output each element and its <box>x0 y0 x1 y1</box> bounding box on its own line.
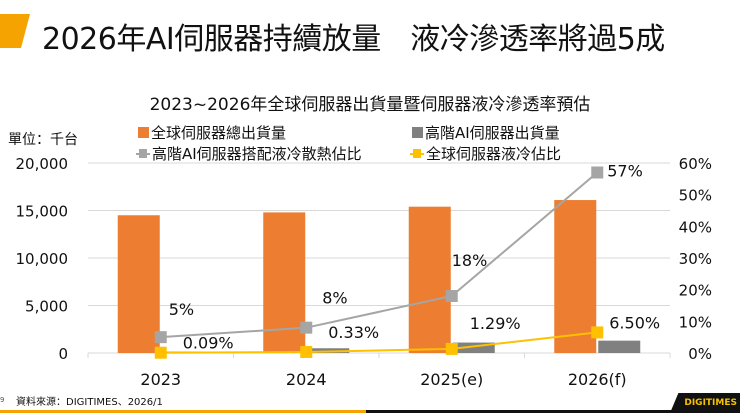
bar-total-shipments <box>117 215 160 353</box>
x-tick-label: 2026(f) <box>568 370 627 389</box>
y-right-tick-label: 40% <box>679 218 712 236</box>
data-label: 5% <box>169 300 194 319</box>
line-point <box>591 326 604 339</box>
x-tick-label: 2025(e) <box>420 370 483 389</box>
data-label: 0.09% <box>183 334 234 353</box>
data-label: 8% <box>322 289 347 308</box>
y-right-tick-label: 30% <box>679 250 712 268</box>
data-label: 18% <box>452 251 488 270</box>
bar-total-shipments <box>554 200 597 353</box>
line-point <box>300 321 313 334</box>
y-left-tick-label: 0 <box>58 345 68 363</box>
source-note: 資料來源：DIGITIMES、2026/1 <box>16 397 163 408</box>
legend-item-total: 全球伺服器總出貨量 <box>138 122 286 143</box>
chart-title: 2023~2026年全球伺服器出貨量暨伺服器液冷滲透率預估 <box>149 95 591 115</box>
y-right-tick-label: 50% <box>679 187 712 205</box>
bar-total-shipments <box>263 212 306 353</box>
footer-line <box>0 410 366 413</box>
line-point <box>445 290 458 302</box>
y-left-tick-label: 10,000 <box>16 250 69 268</box>
legend-marker <box>410 148 424 159</box>
legend-item-ai: 高階AI伺服器出貨量 <box>412 122 560 143</box>
y-left-tick-label: 15,000 <box>16 203 69 221</box>
y-left-tick-label: 20,000 <box>16 155 69 173</box>
page-number: 9 <box>0 396 5 404</box>
y-right-tick-label: 0% <box>688 345 712 363</box>
y-right-tick-label: 60% <box>679 155 712 173</box>
line-point <box>154 346 167 359</box>
line-global-liquid-share <box>160 331 598 354</box>
bar-total-shipments <box>408 206 451 353</box>
data-label: 57% <box>607 162 643 181</box>
footer-bar <box>366 410 740 413</box>
y-right-tick-label: 10% <box>679 313 712 331</box>
digitimes-logo: DIGITIMES <box>670 393 740 413</box>
unit-label: 單位：千台 <box>8 132 78 148</box>
legend-swatch <box>412 127 423 138</box>
bar-ai-shipments <box>452 342 495 353</box>
page-title: 2026年AI伺服器持續放量 液冷滲透率將過5成 <box>42 22 665 57</box>
legend-swatch <box>138 127 149 138</box>
x-tick-label: 2024 <box>286 370 327 389</box>
y-right-tick-label: 20% <box>679 282 712 300</box>
legend-marker <box>136 148 150 159</box>
line-point <box>591 166 604 179</box>
legend-item-global-liquid: 全球伺服器液冷佔比 <box>410 143 561 164</box>
line-point <box>445 342 458 355</box>
line-point <box>300 345 313 358</box>
bar-ai-shipments <box>598 340 641 353</box>
data-label: 1.29% <box>470 314 521 333</box>
x-tick-label: 2023 <box>140 370 181 389</box>
line-point <box>154 331 167 344</box>
data-label: 0.33% <box>328 323 379 342</box>
y-left-tick-label: 5,000 <box>25 298 68 316</box>
legend-item-ai-liquid: 高階AI伺服器搭配液冷散熱佔比 <box>136 143 362 164</box>
line-ai-liquid-share <box>160 171 598 339</box>
data-label: 6.50% <box>609 313 660 332</box>
